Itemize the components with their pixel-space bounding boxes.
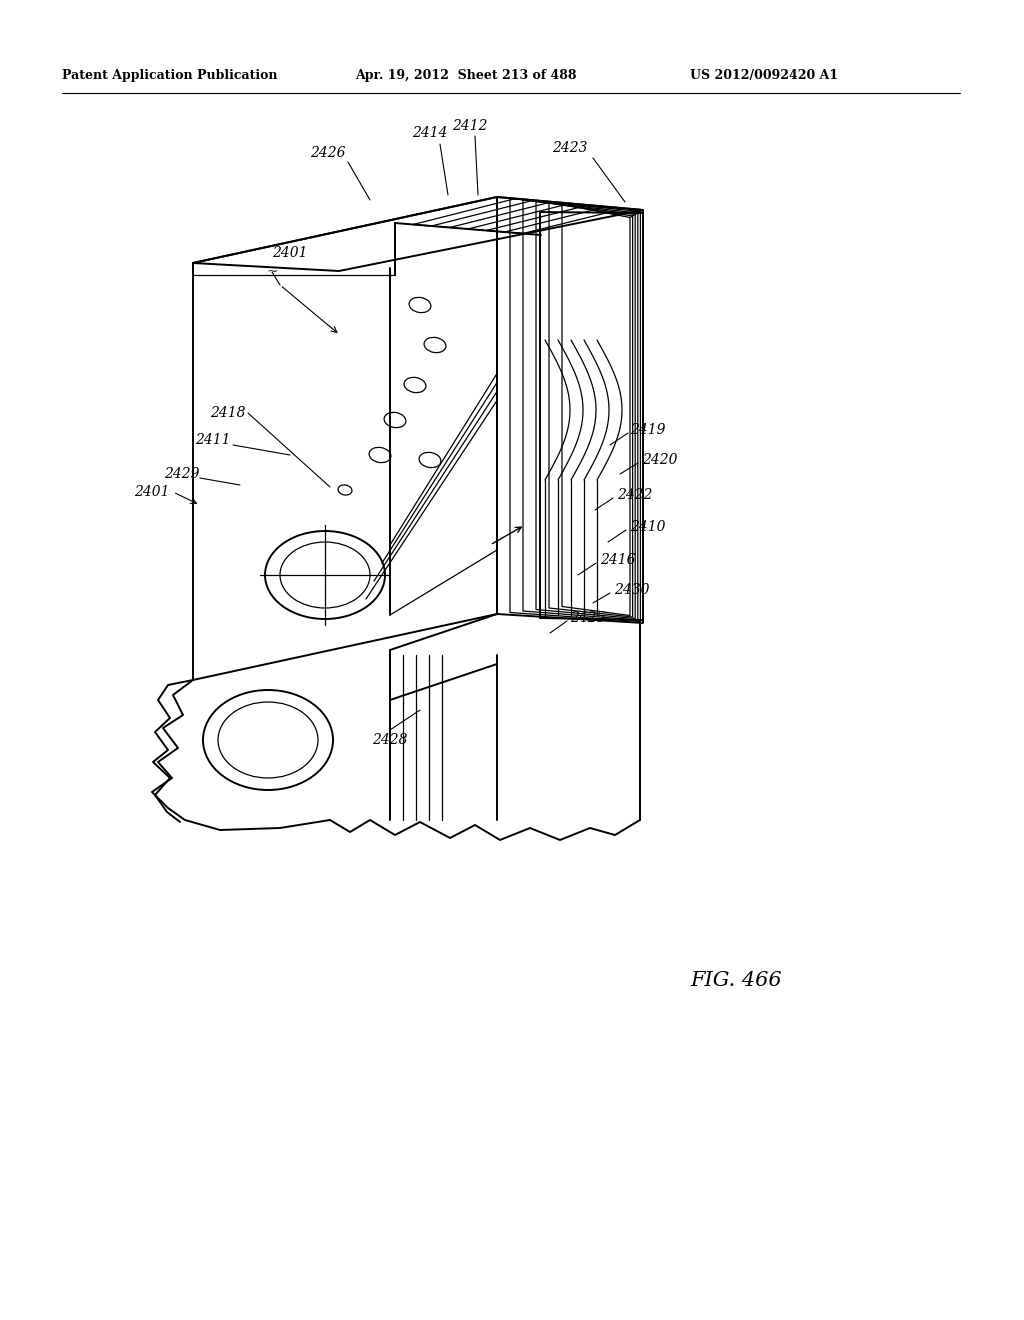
Text: 2418: 2418 xyxy=(210,407,246,420)
Text: 2419: 2419 xyxy=(630,422,666,437)
Text: 2416: 2416 xyxy=(600,553,636,568)
Text: US 2012/0092420 A1: US 2012/0092420 A1 xyxy=(690,69,838,82)
Text: FIG. 466: FIG. 466 xyxy=(690,970,781,990)
Text: 2430: 2430 xyxy=(614,583,650,597)
Text: ~: ~ xyxy=(266,265,278,279)
Text: 2423: 2423 xyxy=(552,141,588,154)
Text: 2426: 2426 xyxy=(310,147,346,160)
Text: 2420: 2420 xyxy=(642,453,678,467)
Text: 2401: 2401 xyxy=(272,246,308,260)
Text: 2410: 2410 xyxy=(630,520,666,535)
Text: 2401: 2401 xyxy=(134,484,170,499)
Text: 2414: 2414 xyxy=(413,125,447,140)
Text: 2428: 2428 xyxy=(373,733,408,747)
Text: 2422: 2422 xyxy=(617,488,652,502)
Text: 2425: 2425 xyxy=(570,611,606,624)
Text: Apr. 19, 2012  Sheet 213 of 488: Apr. 19, 2012 Sheet 213 of 488 xyxy=(355,69,577,82)
Text: Patent Application Publication: Patent Application Publication xyxy=(62,69,278,82)
Text: 2429: 2429 xyxy=(164,467,200,480)
Text: 2412: 2412 xyxy=(453,119,487,133)
Text: 2411: 2411 xyxy=(196,433,230,447)
